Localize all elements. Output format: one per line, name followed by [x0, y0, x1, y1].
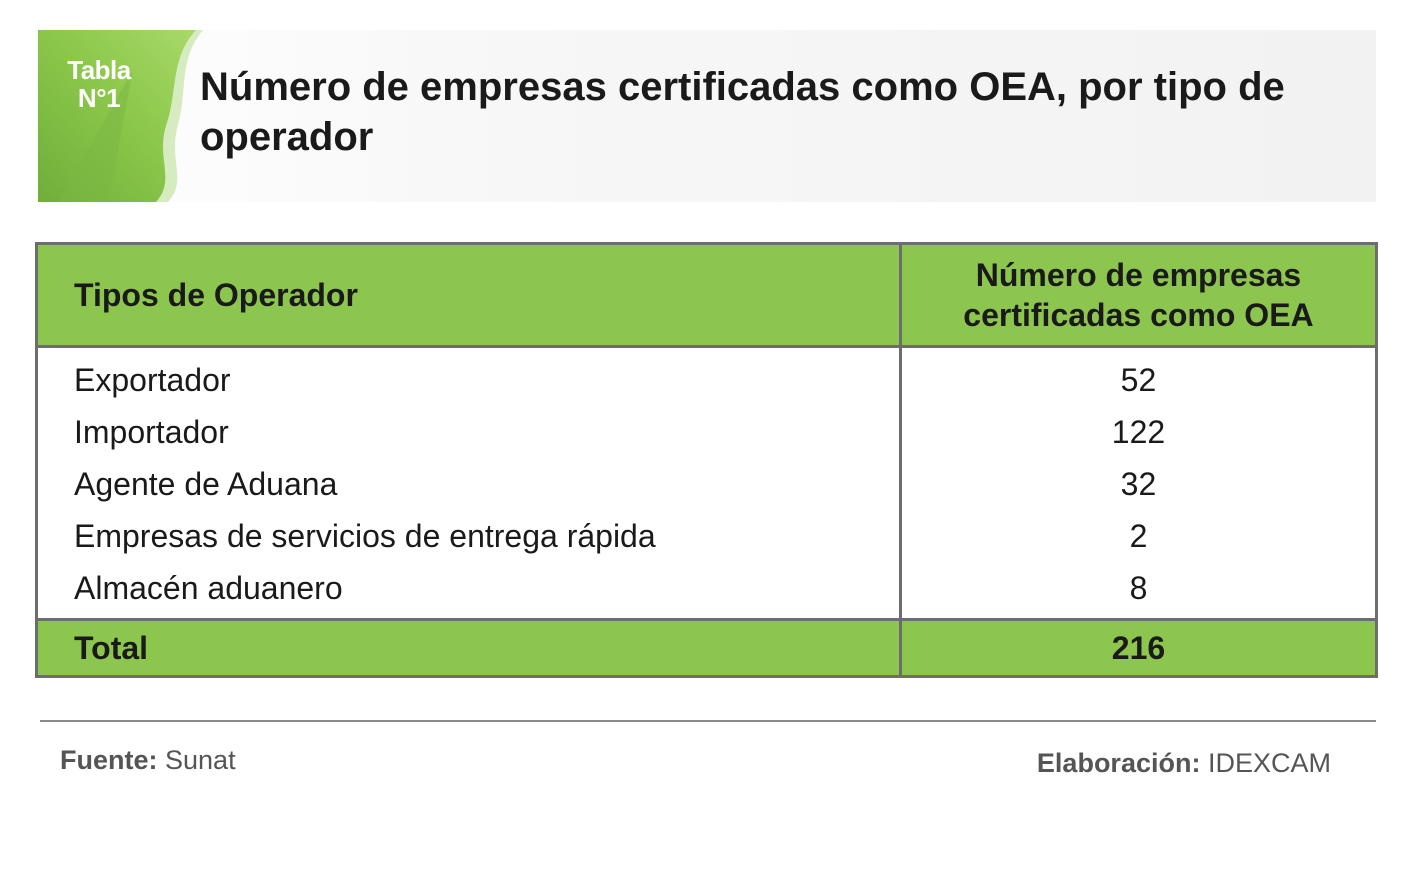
row-count-cell: 8 — [898, 562, 1379, 620]
row-type-cell: Importador — [35, 406, 902, 458]
badge-leaf-shape — [38, 30, 203, 202]
column-header-count-line1: Número de empresas — [975, 257, 1302, 293]
source-label: Fuente: — [60, 745, 158, 775]
credit-value: IDEXCAM — [1207, 748, 1331, 778]
row-type-cell: Exportador — [35, 346, 902, 406]
badge-label-line2: N°1 — [77, 83, 121, 113]
total-count-cell: 216 — [898, 618, 1379, 677]
table-row: Almacén aduanero 8 — [35, 562, 1379, 620]
table-row: Importador 122 — [35, 406, 1379, 458]
operator-table: Tipos de Operador Número de empresas cer… — [35, 242, 1379, 678]
credit-label: Elaboración: — [1036, 748, 1201, 778]
source-value: Sunat — [165, 745, 236, 775]
column-header-count: Número de empresas certificadas como OEA — [898, 243, 1379, 348]
table-header-row: Tipos de Operador Número de empresas cer… — [35, 243, 1379, 348]
source-note: Fuente: Sunat — [60, 745, 236, 776]
row-count-cell: 32 — [898, 458, 1379, 510]
row-type-cell: Agente de Aduana — [35, 458, 902, 510]
table-total-row: Total 216 — [35, 618, 1379, 677]
page-title: Número de empresas certificadas como OEA… — [200, 65, 1285, 159]
footer-divider — [40, 720, 1376, 722]
row-count-cell: 2 — [898, 510, 1379, 562]
row-type-cell: Almacén aduanero — [35, 562, 902, 620]
badge-label-line1: Tabla — [67, 55, 131, 85]
row-count-cell: 52 — [898, 346, 1379, 406]
table-number-badge: Tabla N°1 — [38, 30, 213, 202]
credit-note: Elaboración: IDEXCAM — [1037, 748, 1331, 779]
table-row: Exportador 52 — [35, 346, 1379, 406]
badge-label: Tabla N°1 — [38, 56, 160, 112]
row-count-cell: 122 — [898, 406, 1379, 458]
row-type-cell: Empresas de servicios de entrega rápida — [35, 510, 902, 562]
column-header-type: Tipos de Operador — [35, 243, 902, 348]
table-row: Agente de Aduana 32 — [35, 458, 1379, 510]
total-label-cell: Total — [35, 618, 902, 677]
table-row: Empresas de servicios de entrega rápida … — [35, 510, 1379, 562]
header-band — [38, 30, 1376, 202]
column-header-count-line2: certificadas como OEA — [963, 297, 1314, 333]
